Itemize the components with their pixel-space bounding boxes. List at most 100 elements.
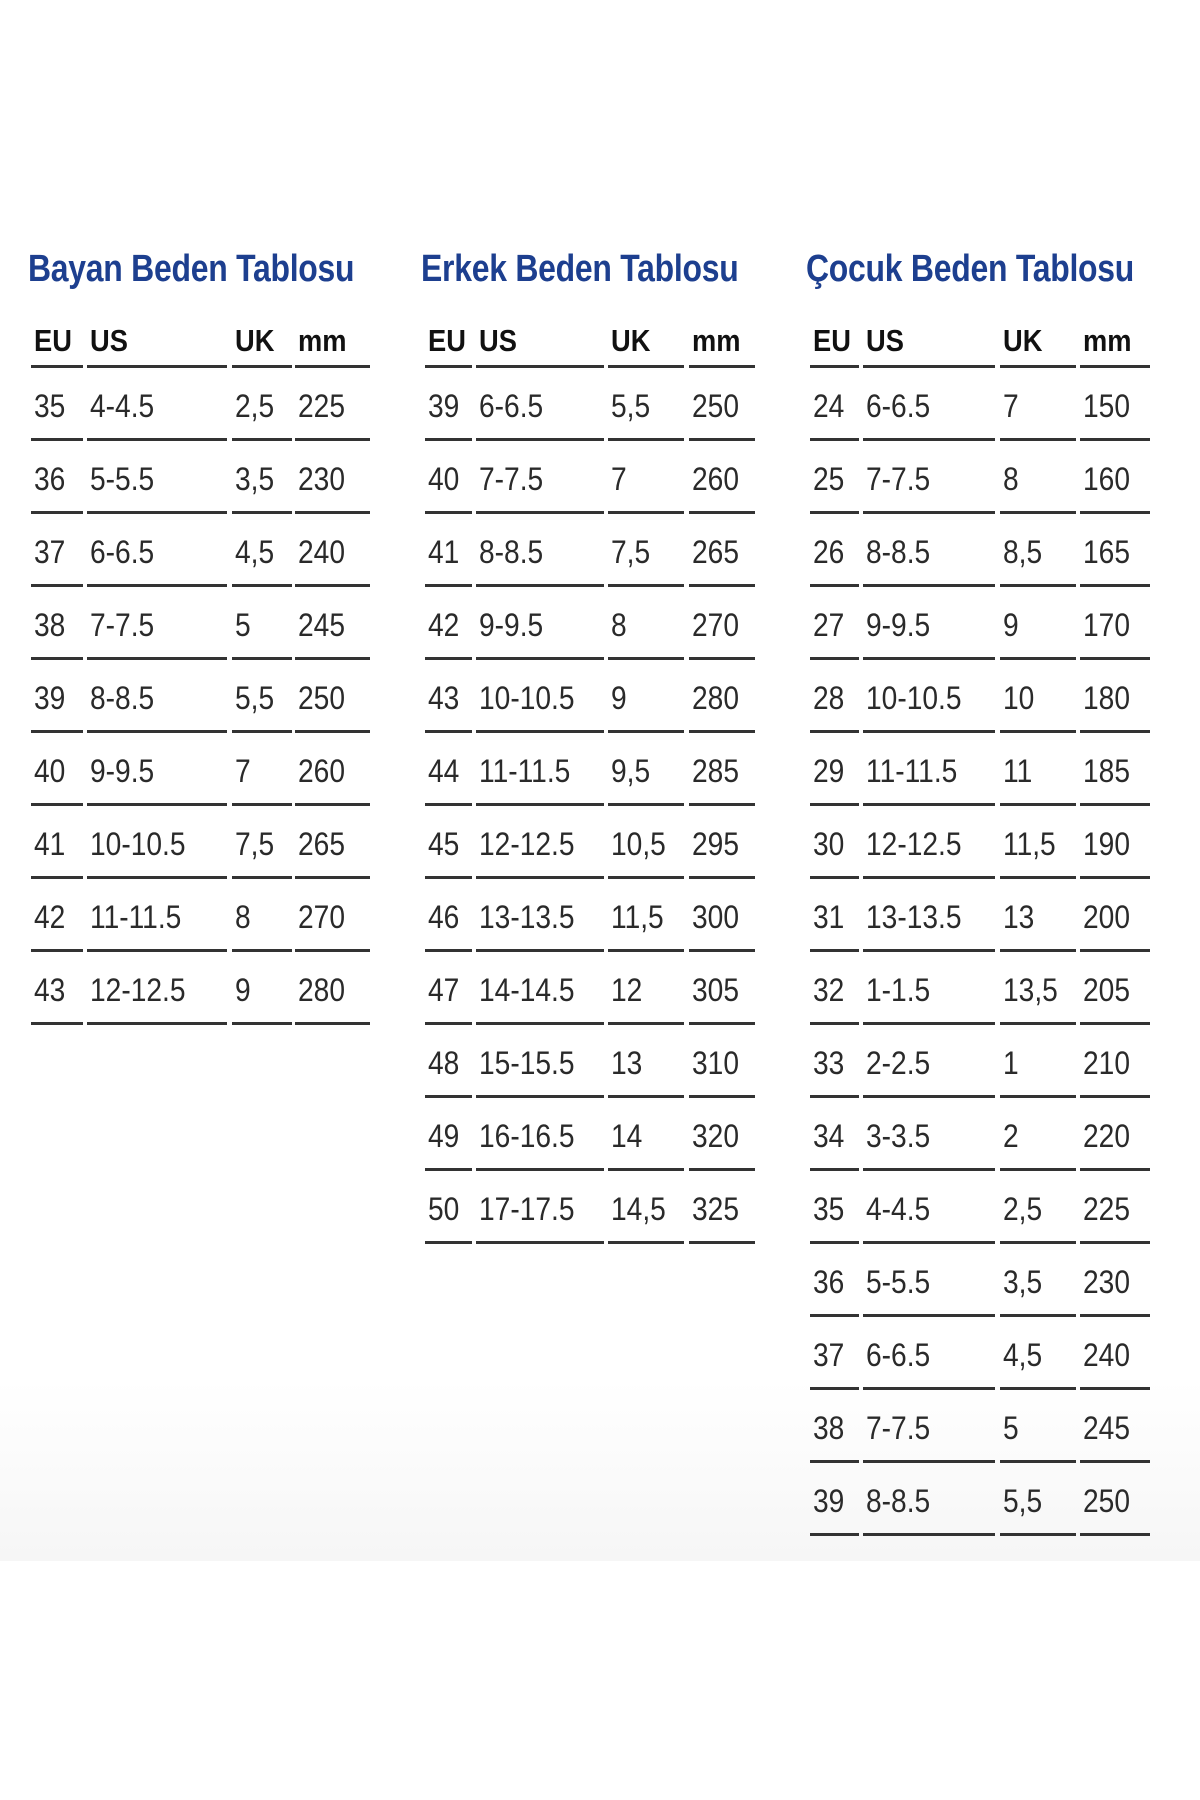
cell-us: 17-17.5 — [476, 1171, 604, 1244]
value-uk: 9 — [235, 972, 251, 1008]
value-mm: 245 — [1083, 1410, 1130, 1446]
cell-eu: 41 — [425, 514, 472, 587]
cell-us: 16-16.5 — [476, 1098, 604, 1171]
cell-mm: 300 — [689, 879, 755, 952]
cell-us: 13-13.5 — [476, 879, 604, 952]
value-uk: 13,5 — [1003, 972, 1058, 1008]
value-uk: 7 — [1003, 388, 1019, 424]
value-us: 17-17.5 — [479, 1191, 575, 1227]
cell-mm: 305 — [689, 952, 755, 1025]
cell-mm: 180 — [1080, 660, 1150, 733]
cell-uk: 10,5 — [608, 806, 684, 879]
value-uk: 5 — [1003, 1410, 1019, 1446]
cell-eu: 28 — [810, 660, 859, 733]
header-uk: UK — [1000, 295, 1076, 368]
cell-uk: 5,5 — [1000, 1463, 1076, 1536]
value-us: 8-8.5 — [866, 534, 931, 570]
cell-eu: 35 — [31, 368, 83, 441]
cell-eu: 26 — [810, 514, 859, 587]
cell-uk: 7 — [608, 441, 684, 514]
value-us: 6-6.5 — [866, 388, 931, 424]
value-us: 8-8.5 — [866, 1483, 931, 1519]
value-eu: 45 — [428, 826, 460, 862]
value-us: 11-11.5 — [479, 753, 571, 789]
value-uk: 9 — [611, 680, 627, 716]
value-eu: 35 — [813, 1191, 845, 1227]
header-label-us: US — [866, 323, 904, 358]
cell-eu: 39 — [31, 660, 83, 733]
cell-eu: 41 — [31, 806, 83, 879]
value-eu: 32 — [813, 972, 845, 1008]
cell-eu: 37 — [31, 514, 83, 587]
value-eu: 42 — [34, 899, 66, 935]
header-label-us: US — [90, 323, 128, 358]
value-eu: 26 — [813, 534, 845, 570]
cell-us: 5-5.5 — [87, 441, 227, 514]
value-eu: 41 — [428, 534, 460, 570]
value-eu: 49 — [428, 1118, 460, 1154]
value-eu: 39 — [428, 388, 460, 424]
cell-eu: 47 — [425, 952, 472, 1025]
cell-eu: 43 — [425, 660, 472, 733]
cell-mm: 210 — [1080, 1025, 1150, 1098]
value-uk: 4,5 — [235, 534, 275, 570]
cell-us: 12-12.5 — [476, 806, 604, 879]
cell-uk: 13 — [608, 1025, 684, 1098]
value-us: 12-12.5 — [479, 826, 575, 862]
cell-uk: 8 — [1000, 441, 1076, 514]
cell-eu: 24 — [810, 368, 859, 441]
value-eu: 39 — [34, 680, 66, 716]
value-us: 1-1.5 — [866, 972, 931, 1008]
value-us: 12-12.5 — [90, 972, 186, 1008]
cell-uk: 4,5 — [1000, 1317, 1076, 1390]
cell-uk: 9 — [232, 952, 292, 1025]
value-uk: 8,5 — [1003, 534, 1043, 570]
cell-eu: 44 — [425, 733, 472, 806]
cell-mm: 250 — [1080, 1463, 1150, 1536]
cell-mm: 250 — [689, 368, 755, 441]
cell-eu: 39 — [810, 1463, 859, 1536]
cell-uk: 9 — [1000, 587, 1076, 660]
value-mm: 260 — [692, 461, 739, 497]
header-label-mm: mm — [298, 323, 347, 358]
header-label-mm: mm — [1083, 323, 1132, 358]
cell-us: 8-8.5 — [863, 1463, 995, 1536]
cell-eu: 37 — [810, 1317, 859, 1390]
cell-eu: 42 — [31, 879, 83, 952]
value-mm: 320 — [692, 1118, 739, 1154]
women-table-title: Bayan Beden Tablosu — [28, 248, 355, 290]
cell-mm: 320 — [689, 1098, 755, 1171]
value-us: 8-8.5 — [479, 534, 544, 570]
cell-us: 13-13.5 — [863, 879, 995, 952]
value-mm: 270 — [692, 607, 739, 643]
cell-mm: 225 — [295, 368, 370, 441]
value-eu: 39 — [813, 1483, 845, 1519]
value-eu: 33 — [813, 1045, 845, 1081]
header-uk: UK — [608, 295, 684, 368]
cell-eu: 32 — [810, 952, 859, 1025]
value-us: 7-7.5 — [479, 461, 544, 497]
value-eu: 46 — [428, 899, 460, 935]
value-uk: 13 — [1003, 899, 1035, 935]
value-mm: 265 — [692, 534, 739, 570]
cell-us: 7-7.5 — [476, 441, 604, 514]
value-uk: 4,5 — [1003, 1337, 1043, 1373]
value-eu: 37 — [34, 534, 66, 570]
value-mm: 285 — [692, 753, 739, 789]
cell-uk: 7,5 — [608, 514, 684, 587]
cell-eu: 40 — [31, 733, 83, 806]
value-mm: 260 — [298, 753, 345, 789]
value-uk: 2 — [1003, 1118, 1019, 1154]
cell-uk: 7 — [232, 733, 292, 806]
cell-eu: 35 — [810, 1171, 859, 1244]
cell-us: 15-15.5 — [476, 1025, 604, 1098]
cell-us: 6-6.5 — [863, 1317, 995, 1390]
cell-us: 2-2.5 — [863, 1025, 995, 1098]
value-mm: 280 — [692, 680, 739, 716]
cell-eu: 42 — [425, 587, 472, 660]
value-mm: 160 — [1083, 461, 1130, 497]
cell-us: 4-4.5 — [863, 1171, 995, 1244]
header-us: US — [87, 295, 227, 368]
cell-eu: 33 — [810, 1025, 859, 1098]
value-mm: 240 — [1083, 1337, 1130, 1373]
